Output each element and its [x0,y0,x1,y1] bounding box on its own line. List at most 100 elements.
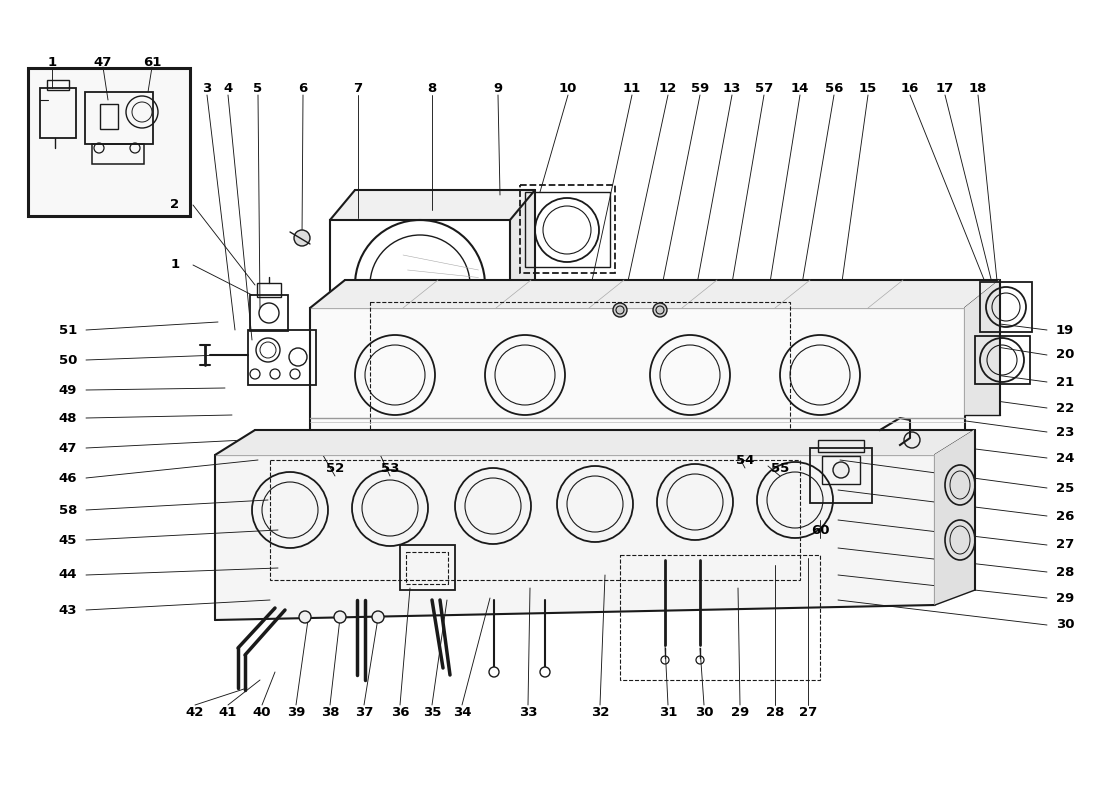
Bar [400,545,455,590]
Text: 38: 38 [321,706,339,718]
Text: a passion for: a passion for [538,418,862,462]
Polygon shape [330,190,535,220]
Text: 31: 31 [659,706,678,718]
Circle shape [833,462,849,478]
Bar [257,283,280,297]
Text: 58: 58 [58,503,77,517]
Bar [520,185,615,273]
Text: 23: 23 [1056,426,1075,438]
Circle shape [613,303,627,317]
Text: 34: 34 [453,706,471,718]
Text: 47: 47 [58,442,77,454]
Text: 32: 32 [591,706,609,718]
Bar [810,448,872,503]
Text: 7: 7 [353,82,363,94]
Text: 6: 6 [298,82,308,94]
Text: 33: 33 [519,706,537,718]
Text: 54: 54 [736,454,755,466]
Polygon shape [310,280,1000,308]
Text: 9: 9 [494,82,503,94]
Polygon shape [214,430,975,455]
Text: 60: 60 [811,523,829,537]
Text: 28: 28 [1056,566,1075,578]
Text: 2: 2 [170,198,179,211]
Text: 11: 11 [623,82,641,94]
Text: 39: 39 [287,706,305,718]
Text: 46: 46 [58,471,77,485]
Bar [370,302,790,449]
Text: 51: 51 [59,323,77,337]
Text: 57: 57 [755,82,773,94]
Circle shape [294,230,310,246]
Bar [85,92,153,144]
Text: 26: 26 [1056,510,1075,522]
Text: 56: 56 [825,82,844,94]
Text: 52: 52 [326,462,344,474]
Text: 12: 12 [659,82,678,94]
Text: 8: 8 [428,82,437,94]
Text: 29: 29 [730,706,749,718]
Text: 1: 1 [47,55,56,69]
Bar [330,220,510,360]
Bar [818,440,864,452]
Text: 61: 61 [143,55,162,69]
Bar [47,80,69,90]
Text: 48: 48 [58,411,77,425]
Text: 22: 22 [1056,402,1074,414]
Text: 21: 21 [1056,375,1074,389]
Text: 27: 27 [799,706,817,718]
Text: 29: 29 [1056,591,1074,605]
Bar [406,552,448,584]
Text: 41: 41 [219,706,238,718]
Circle shape [290,369,300,379]
Bar [270,460,800,580]
Text: 16: 16 [901,82,920,94]
Text: 1985: 1985 [691,462,969,558]
Circle shape [270,369,280,379]
Polygon shape [214,455,935,620]
Polygon shape [965,280,1000,415]
Circle shape [334,611,346,623]
Text: 42: 42 [186,706,205,718]
Bar [620,555,820,680]
Bar [980,282,1032,332]
Text: 55: 55 [771,462,789,474]
Text: 5: 5 [253,82,263,94]
Bar [310,308,965,443]
Bar [250,295,288,331]
Text: 35: 35 [422,706,441,718]
Text: 37: 37 [355,706,373,718]
Text: 1: 1 [170,258,179,271]
Text: 25: 25 [1056,482,1074,494]
Bar [822,456,860,484]
Text: 49: 49 [58,383,77,397]
Circle shape [490,667,499,677]
Circle shape [653,303,667,317]
Polygon shape [510,190,535,360]
Circle shape [372,611,384,623]
Text: 40: 40 [253,706,272,718]
Bar [248,330,316,385]
Text: 36: 36 [390,706,409,718]
Text: 50: 50 [58,354,77,366]
Text: 10: 10 [559,82,578,94]
Text: 27: 27 [1056,538,1074,551]
Text: 24: 24 [1056,451,1075,465]
Text: 30: 30 [695,706,713,718]
Text: 53: 53 [381,462,399,474]
Text: 30: 30 [1056,618,1075,631]
Text: 3: 3 [202,82,211,94]
Bar [28,68,190,216]
Bar [525,192,610,267]
Text: 43: 43 [58,603,77,617]
Circle shape [299,611,311,623]
Text: 15: 15 [859,82,877,94]
Text: 14: 14 [791,82,810,94]
Circle shape [250,369,260,379]
Text: 47: 47 [94,55,112,69]
Bar [92,144,144,164]
Bar [40,88,76,138]
Text: 28: 28 [766,706,784,718]
Text: 20: 20 [1056,349,1075,362]
Text: 19: 19 [1056,323,1074,337]
